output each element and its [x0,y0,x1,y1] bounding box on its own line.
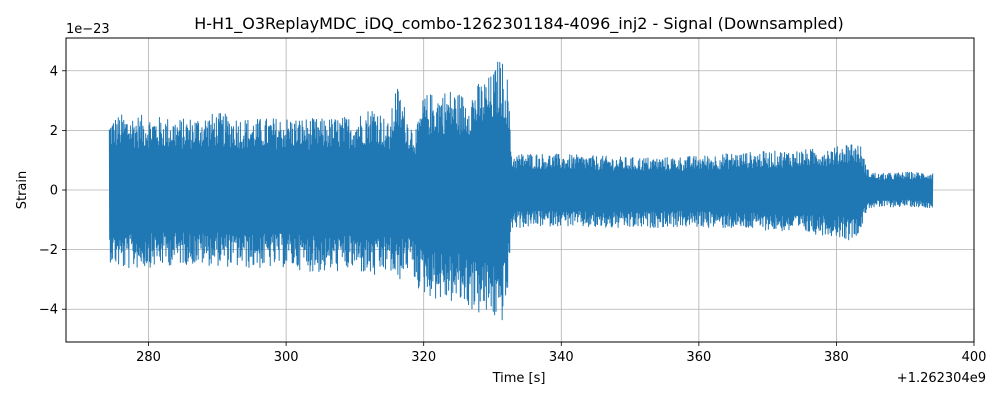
x-tick-label: 340 [549,350,574,365]
signal-line [108,61,934,321]
x-axis-label: Time [s] [492,371,546,386]
x-tick-label: 400 [962,350,987,365]
y-tick-label: 2 [50,124,58,139]
chart-title: H-H1_O3ReplayMDC_iDQ_combo-1262301184-40… [194,14,844,34]
x-tick-label: 280 [136,350,161,365]
x-axis: 280 300 320 340 360 380 400 [136,342,986,365]
y-tick-label: −4 [39,303,58,318]
y-scale-label: 1e−23 [66,22,110,37]
x-tick-label: 300 [274,350,299,365]
y-axis: −4 −2 0 2 4 [39,64,66,318]
plot-area [65,37,975,343]
y-tick-label: −2 [39,243,58,258]
x-tick-label: 320 [411,350,436,365]
x-tick-label: 380 [824,350,849,365]
x-offset-label: +1.262304e9 [897,371,986,386]
y-axis-label: Strain [15,171,30,210]
y-tick-label: 4 [50,64,58,79]
series-layer [108,61,934,321]
x-tick-label: 360 [686,350,711,365]
y-tick-label: 0 [50,184,58,199]
